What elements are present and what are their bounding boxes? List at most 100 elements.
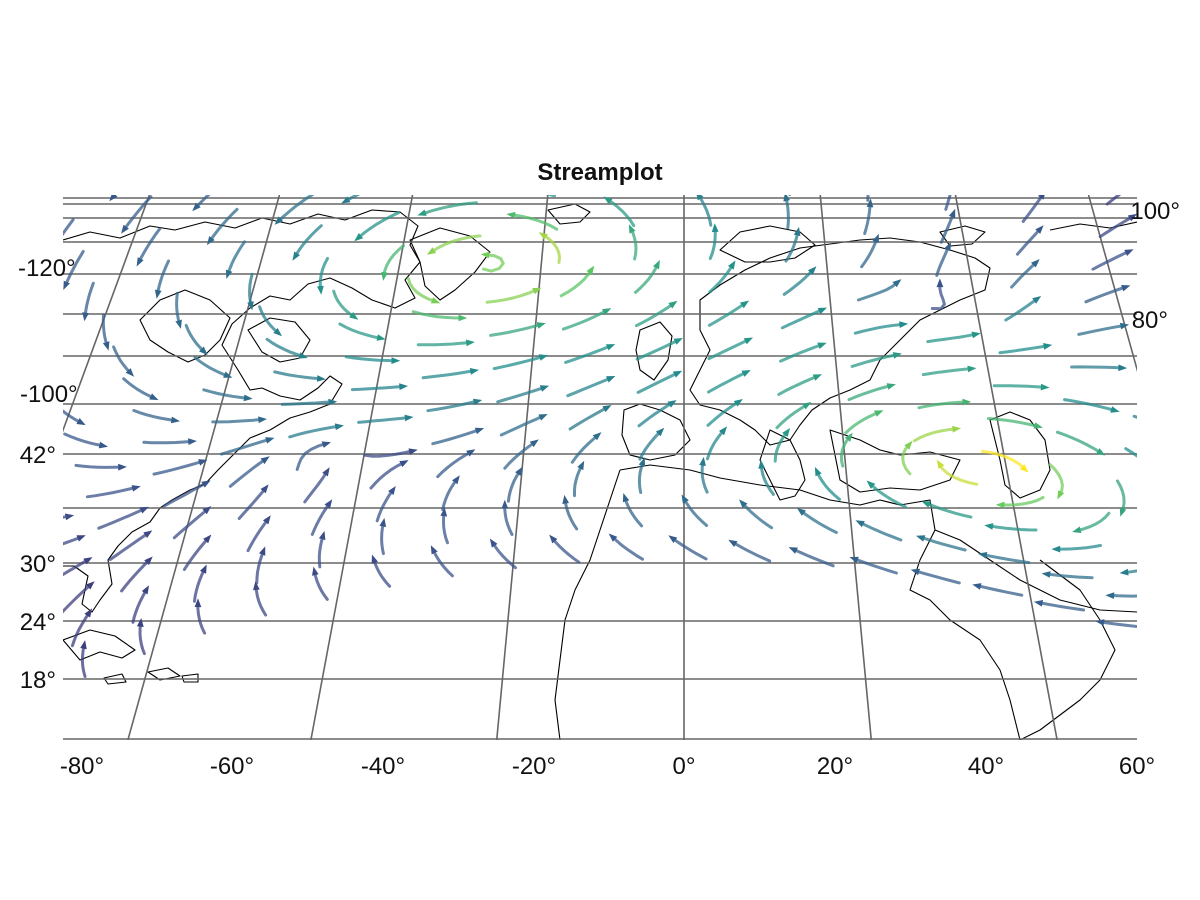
streamline-arrowhead bbox=[943, 9, 951, 18]
streamline-arrowhead bbox=[1185, 527, 1192, 536]
streamline bbox=[687, 164, 712, 192]
streamline-arrowhead bbox=[334, 423, 344, 431]
streamline-arrowhead bbox=[85, 581, 95, 590]
streamline bbox=[850, 6, 883, 34]
streamline-arrowhead bbox=[783, 195, 790, 202]
streamline bbox=[356, 211, 401, 240]
streamline bbox=[944, 195, 952, 211]
streamline-arrowhead bbox=[102, 341, 110, 351]
streamline-arrowhead bbox=[899, 321, 909, 328]
streamline bbox=[363, 449, 415, 458]
streamline-arrowhead bbox=[1124, 249, 1134, 256]
streamline-arrowhead bbox=[332, 161, 341, 168]
streamline bbox=[487, 61, 546, 63]
streamline-arrowhead bbox=[292, 251, 300, 261]
streamline bbox=[858, 521, 903, 542]
streamline-arrowhead bbox=[100, 161, 108, 170]
streamline bbox=[855, 71, 877, 101]
streamline bbox=[1015, 227, 1042, 256]
streamline bbox=[679, 133, 712, 158]
streamline bbox=[420, 201, 478, 216]
streamline-arrowhead bbox=[473, 398, 483, 406]
streamline bbox=[1105, 195, 1122, 206]
streamline bbox=[108, 531, 150, 561]
streamline bbox=[1021, 195, 1045, 223]
streamline bbox=[564, 344, 613, 364]
streamline-arrowhead bbox=[638, 457, 646, 467]
streamline bbox=[629, 227, 638, 261]
streamline-arrowhead bbox=[1118, 364, 1128, 372]
streamline-arrowhead bbox=[318, 530, 326, 541]
streamline-arrowhead bbox=[194, 598, 202, 608]
x-tick-label: -80° bbox=[60, 753, 104, 780]
streamline-arrowhead bbox=[49, 492, 58, 499]
streamline bbox=[246, 517, 270, 553]
streamline-arrowhead bbox=[1032, 296, 1042, 304]
streamline-arrowhead bbox=[201, 480, 211, 488]
streamline-arrowhead bbox=[497, 185, 506, 192]
streamline-arrowhead bbox=[417, 209, 427, 216]
streamline bbox=[731, 540, 772, 563]
streamline-arrowhead bbox=[945, 42, 953, 51]
streamline-arrowhead bbox=[904, 440, 913, 450]
streamline-arrowhead bbox=[949, 141, 956, 150]
streamline-arrowhead bbox=[1169, 615, 1178, 622]
streamline bbox=[606, 197, 636, 228]
streamline bbox=[926, 332, 978, 344]
streamline bbox=[80, 643, 87, 678]
streamline bbox=[637, 401, 674, 428]
streamline-arrowhead bbox=[719, 426, 728, 436]
streamline-arrowhead bbox=[328, 398, 338, 406]
streamline-arrowhead bbox=[28, 154, 34, 163]
streamline-arrowhead bbox=[562, 494, 569, 504]
streamline-arrowhead bbox=[452, 475, 460, 485]
streamline-arrowhead bbox=[489, 122, 498, 129]
streamline bbox=[182, 536, 210, 571]
streamline bbox=[707, 301, 747, 327]
streamline-arrowhead bbox=[322, 467, 330, 477]
streamline bbox=[184, 323, 206, 353]
streamline bbox=[779, 343, 824, 363]
streamline-arrowhead bbox=[1105, 592, 1115, 599]
streamline-arrowhead bbox=[312, 60, 321, 66]
streamline bbox=[777, 374, 819, 396]
streamline bbox=[509, 213, 559, 231]
meridian-line bbox=[310, 195, 414, 740]
streamline-arrowhead bbox=[807, 266, 817, 275]
streamline bbox=[441, 477, 459, 512]
streamline bbox=[266, 160, 309, 187]
streamline bbox=[1132, 414, 1137, 419]
streamline bbox=[122, 195, 153, 232]
streamline bbox=[280, 400, 334, 406]
streamline-arrowhead bbox=[408, 448, 418, 455]
streamline bbox=[162, 481, 208, 508]
streamline-arrowhead bbox=[1119, 322, 1130, 330]
streamline bbox=[431, 428, 481, 446]
streamline bbox=[975, 584, 1024, 597]
streamline bbox=[1192, 584, 1200, 597]
streamline-arrowhead bbox=[846, 3, 855, 11]
streamline bbox=[417, 170, 473, 179]
streamline bbox=[193, 567, 207, 603]
streamline bbox=[919, 535, 967, 552]
streamline-arrowhead bbox=[860, 132, 866, 141]
streamline bbox=[138, 621, 146, 656]
streamline bbox=[573, 463, 584, 498]
streamline bbox=[295, 442, 328, 471]
streamline bbox=[247, 95, 296, 120]
streamline-arrowhead bbox=[388, 486, 396, 495]
streamline-arrowhead bbox=[603, 196, 613, 205]
streamline bbox=[63, 250, 85, 287]
streamline bbox=[226, 240, 247, 276]
streamline-arrowhead bbox=[515, 466, 523, 476]
streamline-arrowhead bbox=[549, 534, 558, 544]
streamline bbox=[951, 112, 954, 143]
streamline bbox=[193, 356, 230, 378]
streamline-arrowhead bbox=[5, 445, 14, 452]
streamline-arrowhead bbox=[1040, 383, 1050, 391]
streamline-arrowhead bbox=[788, 547, 798, 554]
streamline bbox=[853, 322, 905, 335]
streamline bbox=[578, 80, 631, 93]
streamline bbox=[850, 353, 899, 368]
streamline-arrowhead bbox=[23, 586, 32, 593]
